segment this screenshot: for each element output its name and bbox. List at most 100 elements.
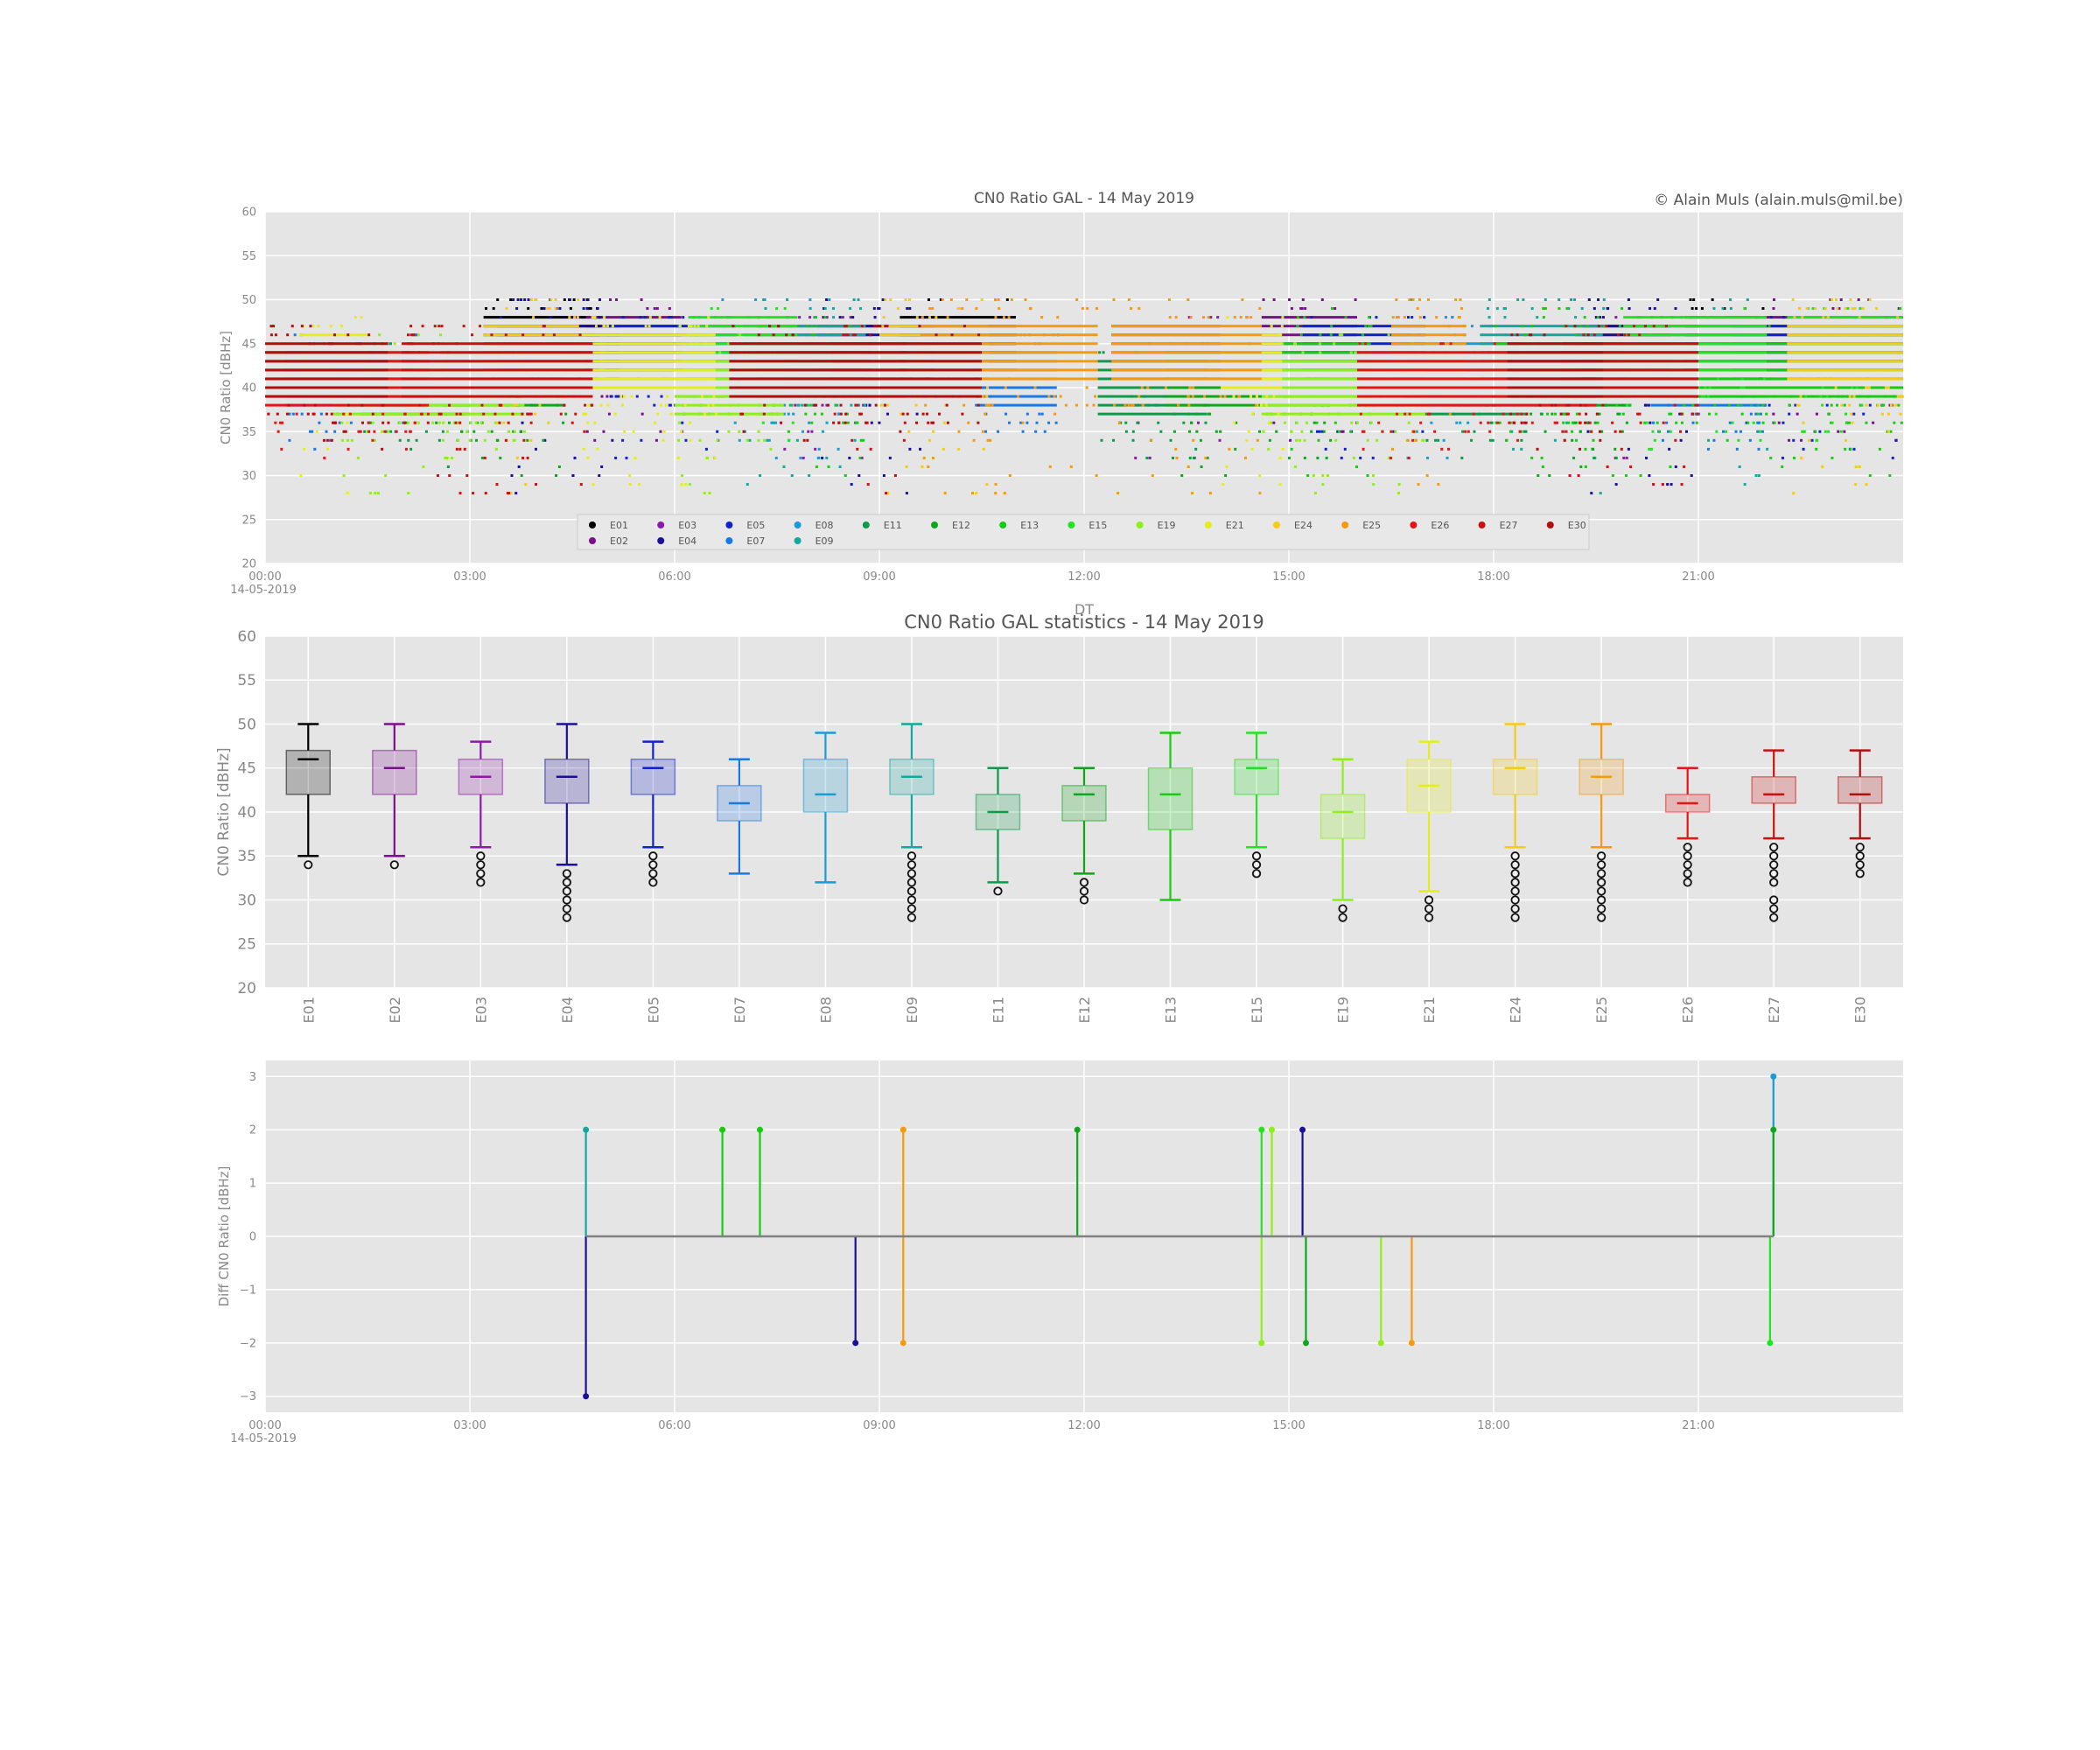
series-point <box>356 456 360 459</box>
series-point <box>1802 447 1805 451</box>
stem-marker <box>1258 1340 1265 1347</box>
box-iqr <box>372 749 417 795</box>
series-point <box>1575 333 1578 337</box>
series-point <box>1272 395 1276 398</box>
series-point <box>1258 474 1262 477</box>
x-tick-label: 18:00 <box>1477 570 1509 584</box>
series-point <box>1872 421 1875 424</box>
series-point <box>574 412 578 416</box>
flier-point <box>476 878 486 887</box>
x-tick-label: 21:00 <box>1682 1419 1714 1432</box>
series-point <box>931 307 934 311</box>
series-point <box>1739 430 1742 433</box>
series-band <box>1221 386 1283 389</box>
series-point <box>472 430 476 433</box>
series-point <box>1627 333 1630 337</box>
series-band <box>1166 403 1330 407</box>
y-tick-label: 20 <box>237 980 256 998</box>
series-point <box>1674 307 1677 311</box>
series-point <box>1303 438 1306 442</box>
series-band <box>265 351 388 354</box>
series-point <box>1592 438 1595 442</box>
legend-marker <box>589 522 596 528</box>
series-point <box>931 456 934 459</box>
series-point <box>582 307 585 311</box>
stem-marker <box>1258 1126 1265 1133</box>
series-point <box>1815 412 1818 416</box>
series-point <box>1455 421 1459 424</box>
series-point <box>1389 456 1392 459</box>
series-point <box>1567 307 1571 311</box>
box-e01 <box>285 723 332 870</box>
series-point <box>563 403 566 407</box>
series-point <box>484 307 487 311</box>
series-point <box>791 421 794 424</box>
series-point <box>1669 465 1672 468</box>
series-point <box>1573 325 1577 328</box>
flier-point <box>1769 904 1779 914</box>
series-point <box>977 333 981 337</box>
series-point <box>295 412 298 416</box>
series-point <box>1695 421 1698 424</box>
series-point <box>1511 447 1515 451</box>
series-point <box>986 403 990 407</box>
series-point <box>1674 465 1677 468</box>
series-point <box>1270 325 1273 328</box>
series-band <box>1111 351 1262 354</box>
series-point <box>495 483 499 486</box>
box-iqr <box>1147 767 1194 830</box>
series-point <box>611 438 614 442</box>
series-point <box>1796 412 1799 416</box>
series-point <box>1434 438 1438 442</box>
series-band <box>729 395 982 398</box>
series-point <box>1675 421 1678 424</box>
series-point <box>1258 307 1262 311</box>
series-point <box>907 430 911 433</box>
y-tick-label: 60 <box>237 628 256 646</box>
series-point <box>1418 298 1421 301</box>
series-point <box>950 333 954 337</box>
series-point <box>982 395 985 398</box>
series-point <box>1645 456 1648 459</box>
series-point <box>1703 395 1706 398</box>
y-axis-label-statistics: CN0 Ratio [dBHz] <box>215 747 233 876</box>
series-point <box>1321 474 1325 477</box>
series-point <box>1473 430 1476 433</box>
flier-point <box>648 878 658 887</box>
series-point <box>806 438 809 442</box>
flier-point <box>562 886 571 896</box>
series-point <box>1047 395 1051 398</box>
series-point <box>1827 430 1830 433</box>
box-e26 <box>1664 766 1711 887</box>
series-point <box>1127 298 1130 301</box>
series-point <box>1310 430 1313 433</box>
series-point <box>1355 421 1359 424</box>
series-point <box>1034 430 1038 433</box>
stem-e15 <box>1767 1236 1774 1347</box>
series-point <box>994 492 998 495</box>
series-point <box>1281 342 1284 346</box>
series-point <box>1371 474 1375 477</box>
series-point <box>439 412 443 416</box>
series-point <box>961 307 964 311</box>
series-point <box>815 316 818 319</box>
series-point <box>943 492 947 495</box>
series-point <box>1035 421 1039 424</box>
series-point <box>639 316 642 319</box>
series-point <box>1620 430 1624 433</box>
y-tick-label: 0 <box>249 1231 256 1244</box>
series-point <box>1893 421 1896 424</box>
series-point <box>446 465 450 468</box>
series-point <box>1680 421 1684 424</box>
series-point <box>1116 492 1120 495</box>
series-point <box>1232 395 1236 398</box>
stem-e25 <box>1408 1236 1415 1347</box>
series-point <box>648 325 651 328</box>
series-point <box>1124 403 1127 407</box>
series-point <box>893 474 897 477</box>
series-point <box>455 412 458 416</box>
x-tick-label: E02 <box>387 997 403 1023</box>
series-point <box>438 421 441 424</box>
series-point <box>498 403 501 407</box>
series-point <box>848 456 851 459</box>
